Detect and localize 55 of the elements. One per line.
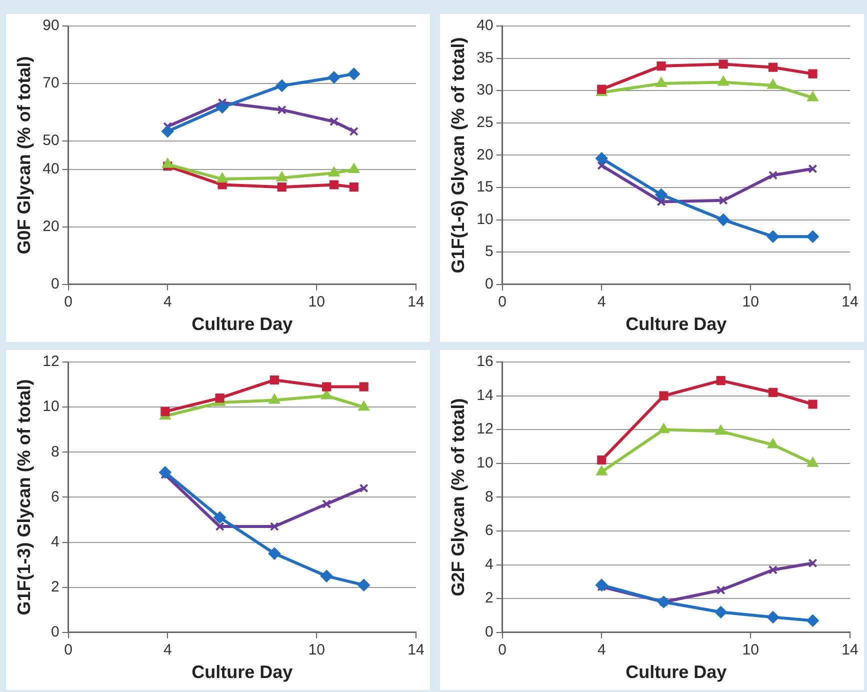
y-tick-label: 14 bbox=[476, 386, 494, 404]
y-tick-label: 6 bbox=[50, 488, 60, 506]
x-tick-label: 10 bbox=[308, 294, 325, 311]
x-tick-label: 4 bbox=[163, 642, 172, 659]
y-tick-label: 12 bbox=[42, 353, 60, 370]
y-tick-label: 35 bbox=[476, 49, 494, 66]
x-tick-label: 0 bbox=[498, 294, 506, 311]
y-tick-label: 30 bbox=[476, 82, 494, 99]
x-tick-label: 4 bbox=[597, 642, 606, 659]
y-tick-label: 25 bbox=[476, 114, 494, 132]
y-tick-label: 16 bbox=[476, 353, 494, 370]
y-tick-label: 40 bbox=[42, 160, 60, 178]
y-tick-label: 15 bbox=[476, 178, 494, 196]
y-tick-label: 10 bbox=[476, 454, 494, 472]
x-tick-label: 14 bbox=[842, 294, 858, 311]
x-tick-label: 10 bbox=[742, 294, 759, 311]
y-tick-label: 20 bbox=[42, 218, 60, 236]
y-tick-label: 0 bbox=[484, 276, 494, 293]
y-axis-title: G0F Glycan (% of total) bbox=[14, 56, 34, 254]
y-axis-title: G2F Glycan (% of total) bbox=[448, 398, 468, 596]
y-tick-label: 90 bbox=[42, 17, 60, 34]
x-axis-title: Culture Day bbox=[626, 314, 727, 334]
x-tick-label: 10 bbox=[742, 642, 759, 659]
y-tick-label: 40 bbox=[476, 17, 494, 34]
y-tick-label: 5 bbox=[484, 243, 494, 260]
y-tick-label: 2 bbox=[50, 578, 60, 596]
x-tick-label: 4 bbox=[163, 294, 172, 311]
y-tick-label: 0 bbox=[50, 276, 60, 293]
y-tick-label: 20 bbox=[476, 146, 494, 164]
y-tick-label: 50 bbox=[42, 132, 60, 149]
y-tick-label: 0 bbox=[484, 624, 494, 641]
y-axis-title: G1F(1-6) Glycan (% of total) bbox=[448, 37, 468, 274]
y-tick-label: 70 bbox=[42, 74, 60, 92]
x-tick-label: 0 bbox=[64, 294, 72, 311]
x-tick-label: 0 bbox=[64, 642, 72, 659]
y-tick-label: 10 bbox=[42, 398, 60, 416]
x-tick-label: 10 bbox=[308, 642, 325, 659]
y-axis-title: G1F(1-3) Glycan (% of total) bbox=[14, 379, 34, 616]
y-tick-label: 4 bbox=[484, 556, 494, 573]
x-tick-label: 14 bbox=[408, 294, 424, 311]
x-axis-title: Culture Day bbox=[192, 662, 293, 682]
y-tick-label: 10 bbox=[476, 210, 494, 228]
y-tick-label: 8 bbox=[484, 488, 494, 506]
x-tick-label: 14 bbox=[842, 642, 858, 659]
y-tick-label: 8 bbox=[50, 443, 60, 460]
x-tick-label: 4 bbox=[597, 294, 606, 311]
x-tick-label: 0 bbox=[498, 642, 506, 659]
y-tick-label: 2 bbox=[484, 590, 494, 607]
y-tick-label: 0 bbox=[50, 624, 60, 641]
y-tick-label: 4 bbox=[50, 533, 60, 550]
x-axis-title: Culture Day bbox=[192, 314, 293, 334]
x-tick-label: 14 bbox=[408, 642, 424, 659]
x-axis-title: Culture Day bbox=[626, 662, 727, 682]
y-tick-label: 6 bbox=[484, 522, 494, 540]
y-tick-label: 12 bbox=[476, 420, 494, 438]
